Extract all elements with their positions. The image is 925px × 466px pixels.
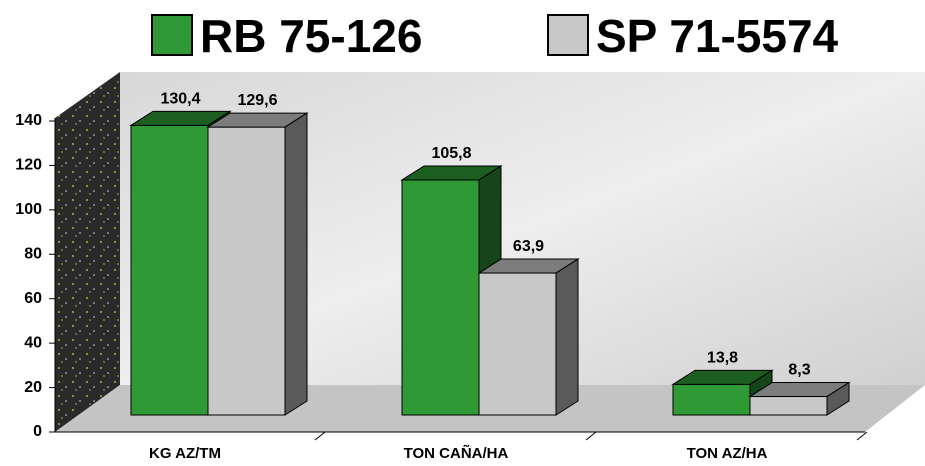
plot: 0 20 40 60 80 100 120 140 KG AZ/TM 130,4 129,6 TON … xyxy=(15,90,868,462)
bar-front xyxy=(672,383,751,416)
x-tick-label: TON CAÑA/HA xyxy=(404,444,509,462)
legend-swatch[interactable] xyxy=(151,14,193,56)
x-tick xyxy=(314,431,326,441)
bar-front xyxy=(130,124,209,416)
bar-front xyxy=(207,126,286,416)
value-label: 129,6 xyxy=(237,92,277,109)
value-label: 130,4 xyxy=(160,90,200,107)
legend-label[interactable]: RB 75-126 xyxy=(200,10,422,62)
side-wall xyxy=(55,72,120,432)
legend-label[interactable]: SP 71-5574 xyxy=(596,10,839,62)
y-tick-label: 20 xyxy=(24,379,42,396)
y-tick-label: 80 xyxy=(24,246,42,263)
y-tick-label: 100 xyxy=(15,201,42,218)
x-tick-label: TON AZ/HA xyxy=(687,445,768,462)
x-tick xyxy=(585,431,597,441)
value-label: 105,8 xyxy=(431,145,471,162)
y-tick-label: 0 xyxy=(33,423,42,440)
legend-swatch[interactable] xyxy=(547,14,589,56)
bar-front xyxy=(749,396,828,416)
bar-side xyxy=(284,112,308,416)
bar-side xyxy=(826,381,850,416)
value-label: 13,8 xyxy=(707,349,738,366)
x-tick-label: KG AZ/TM xyxy=(149,445,221,462)
bar-front xyxy=(478,272,557,416)
y-tick-label: 60 xyxy=(24,290,42,307)
bar-side xyxy=(555,258,579,416)
value-label: 8,3 xyxy=(788,362,810,379)
y-tick-label: 140 xyxy=(15,112,42,129)
y-tick-label: 120 xyxy=(15,157,42,174)
bar-front xyxy=(401,179,480,416)
x-tick xyxy=(856,431,868,441)
value-label: 63,9 xyxy=(513,238,544,255)
y-tick-label: 40 xyxy=(24,334,42,351)
